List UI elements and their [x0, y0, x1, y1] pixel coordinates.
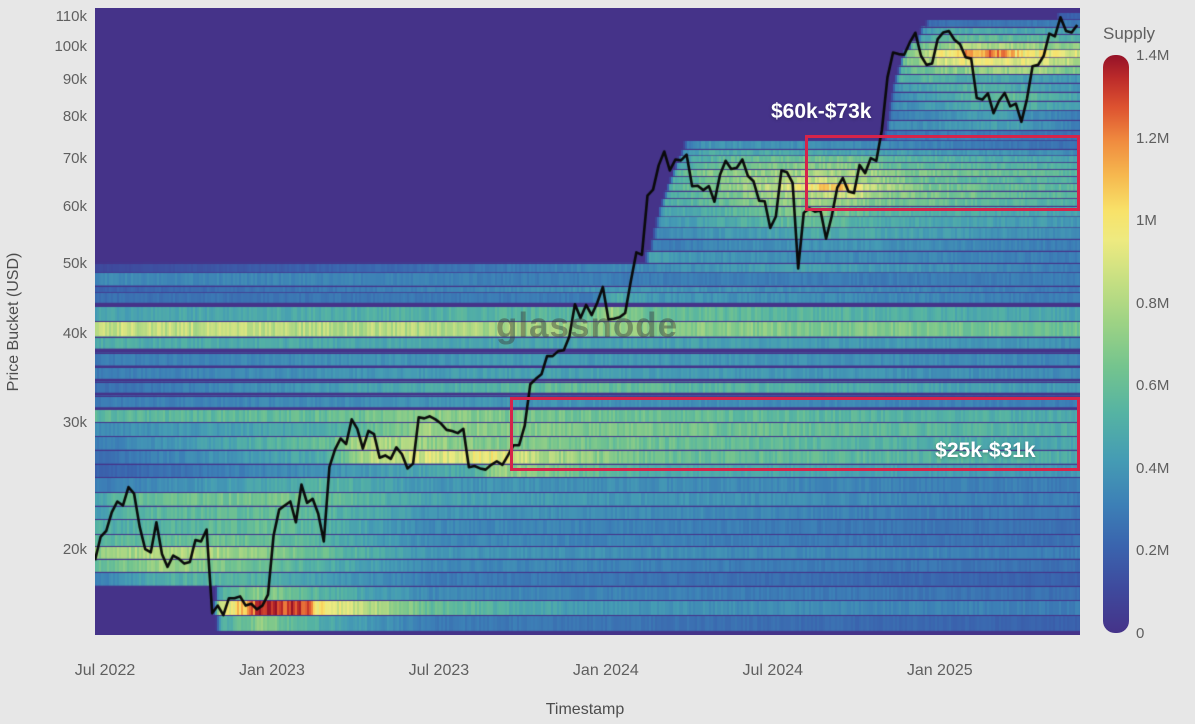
y-tick-label: 60k	[62, 197, 87, 215]
colorbar-tick-label: 0.4M	[1136, 459, 1170, 477]
x-axis-title: Timestamp	[545, 701, 625, 718]
annotation-box	[509, 397, 1080, 471]
y-axis-title: Price Bucket (USD)	[5, 252, 22, 392]
colorbar-tick-label: 0.2M	[1136, 542, 1170, 560]
colorbar-tick-label: 1.2M	[1136, 129, 1170, 147]
colorbar-tick-label: 0	[1136, 625, 1145, 642]
annotation-box	[804, 134, 1080, 212]
y-tick-label: 50k	[62, 254, 87, 272]
x-tick-label: Jul 2024	[742, 662, 804, 679]
x-tick-label: Jul 2023	[408, 662, 470, 679]
heatmap-canvas[interactable]	[95, 8, 1080, 635]
y-tick-label: 110k	[55, 8, 87, 26]
colorbar-gradient	[1103, 55, 1129, 633]
y-tick-label: 30k	[62, 414, 87, 432]
y-tick-label: 70k	[62, 149, 87, 167]
annotation-label: $60k-$73k	[771, 100, 872, 124]
y-tick-label: 90k	[62, 71, 87, 89]
colorbar-tick-label: 0.6M	[1136, 377, 1170, 395]
heatmap-plot-area[interactable]: glassnode $60k-$73k $25k-$31k	[95, 8, 1080, 635]
x-tick-label: Jul 2022	[74, 662, 136, 679]
colorbar-tick-label: 1.4M	[1136, 47, 1170, 64]
y-tick-label: 100k	[54, 38, 87, 56]
x-tick-label: Jan 2023	[239, 662, 305, 679]
y-tick-label: 80k	[62, 107, 87, 125]
colorbar-title: Supply	[1103, 24, 1155, 43]
x-tick-label: Jan 2024	[572, 662, 639, 679]
y-tick-label: 40k	[62, 324, 87, 342]
y-tick-label: 20k	[62, 541, 87, 559]
annotation-label: $25k-$31k	[935, 438, 1036, 462]
x-tick-label: Jan 2025	[906, 662, 973, 679]
colorbar-tick-label: 1M	[1136, 212, 1157, 230]
colorbar-tick-label: 0.8M	[1136, 294, 1170, 312]
